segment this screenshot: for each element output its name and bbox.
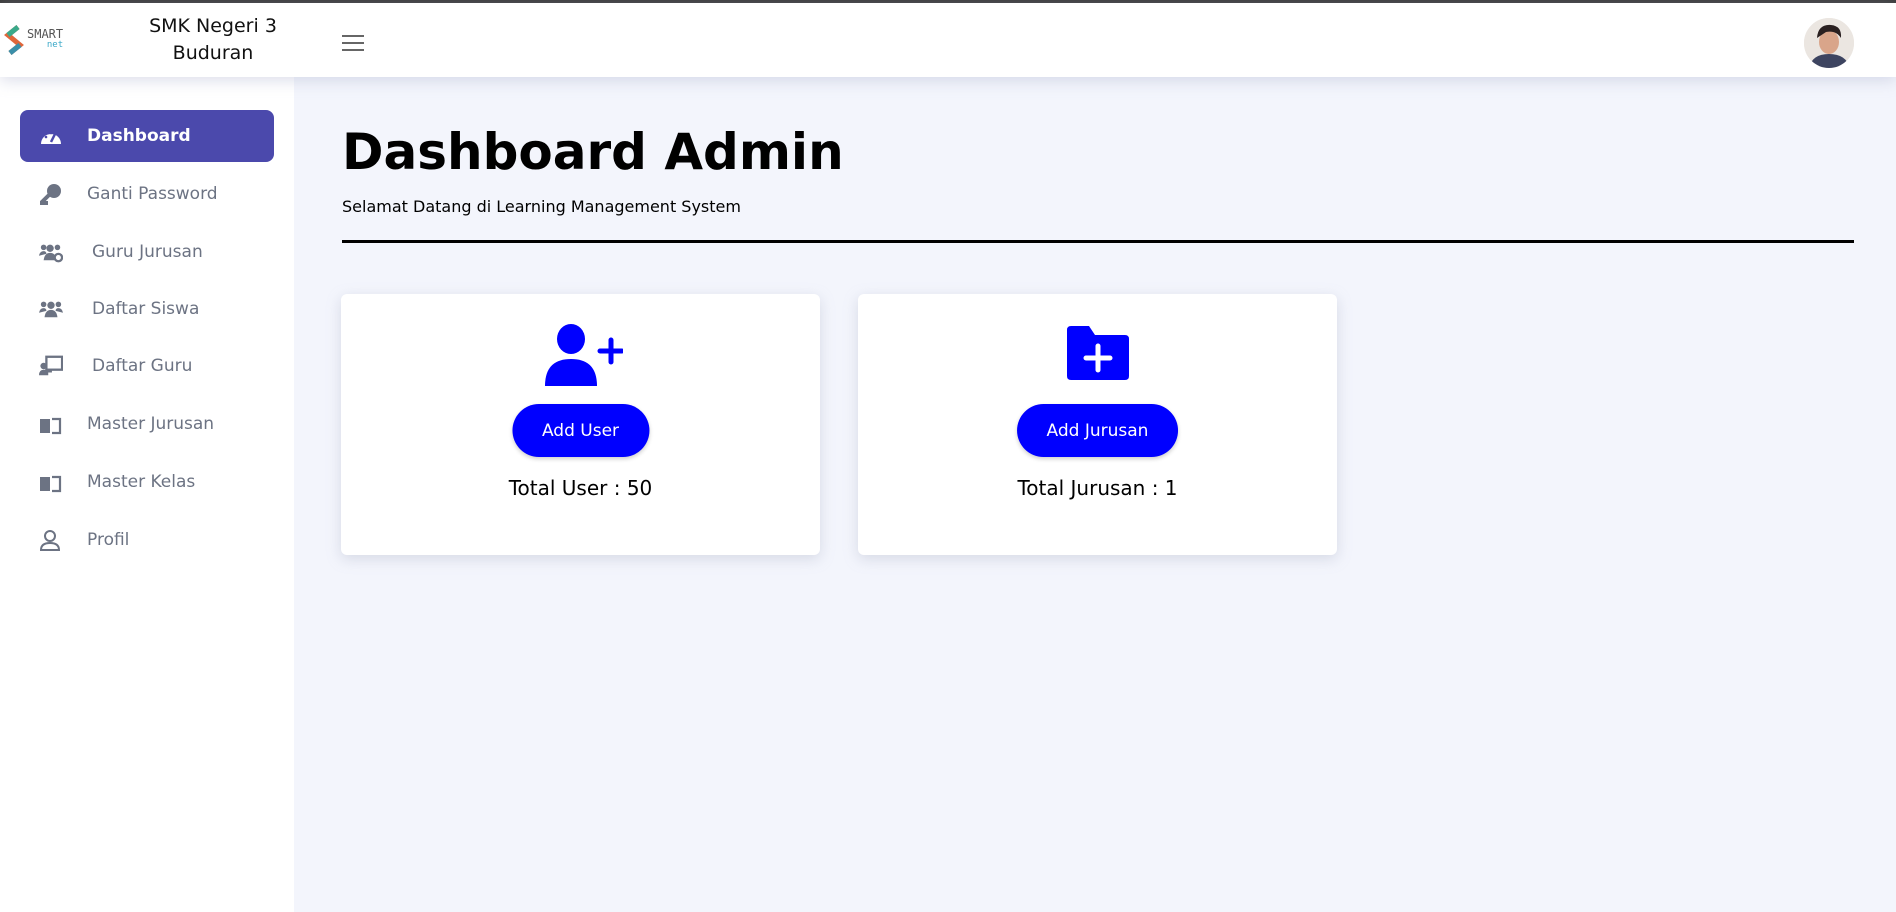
jurusan-card: Add Jurusan Total Jurusan : 1 xyxy=(858,294,1337,555)
avatar[interactable] xyxy=(1804,18,1854,68)
total-user: Total User : 50 xyxy=(508,476,653,500)
sidebar-item-label: Daftar Guru xyxy=(92,356,193,376)
school-name: SMK Negeri 3 Buduran xyxy=(149,15,277,64)
key-icon xyxy=(40,184,61,205)
chalkboard-teacher-icon xyxy=(39,355,63,376)
user-plus-icon xyxy=(544,324,623,386)
users-icon xyxy=(39,301,63,318)
user-card: Add User Total User : 50 xyxy=(341,294,820,555)
page-subtitle: Selamat Datang di Learning Management Sy… xyxy=(342,197,741,216)
divider xyxy=(342,240,1854,243)
user-icon xyxy=(39,530,61,551)
sidebar-item-label: Master Kelas xyxy=(87,472,196,492)
book-icon xyxy=(40,417,62,435)
book-icon xyxy=(40,475,62,493)
sidebar-item-master-jurusan[interactable]: Master Jurusan xyxy=(20,398,274,450)
sidebar: Dashboard Ganti Password Guru Jurusan Da… xyxy=(0,77,294,912)
sidebar-item-label: Profil xyxy=(87,530,130,550)
sidebar-item-label: Daftar Siswa xyxy=(92,299,200,319)
page-title: Dashboard Admin xyxy=(342,123,844,181)
logo[interactable]: SMART net xyxy=(4,25,63,55)
add-user-button[interactable]: Add User xyxy=(511,404,650,457)
header: SMART net SMK Negeri 3 Buduran xyxy=(0,3,1896,77)
sidebar-item-master-kelas[interactable]: Master Kelas xyxy=(20,456,274,508)
users-cog-icon xyxy=(39,244,63,263)
sidebar-item-dashboard[interactable]: Dashboard xyxy=(20,110,274,162)
sidebar-item-label: Master Jurusan xyxy=(87,414,215,434)
sidebar-item-ganti-password[interactable]: Ganti Password xyxy=(20,168,274,220)
hamburger-icon[interactable] xyxy=(342,35,364,53)
sidebar-item-daftar-guru[interactable]: Daftar Guru xyxy=(20,340,274,392)
logo-text: SMART net xyxy=(27,27,64,50)
total-jurusan: Total Jurusan : 1 xyxy=(1017,476,1178,500)
sidebar-item-daftar-siswa[interactable]: Daftar Siswa xyxy=(20,283,274,335)
top-border xyxy=(0,0,1896,3)
sidebar-item-label: Ganti Password xyxy=(87,184,218,204)
sidebar-item-profil[interactable]: Profil xyxy=(20,514,274,566)
add-jurusan-button[interactable]: Add Jurusan xyxy=(1016,404,1179,457)
sidebar-item-guru-jurusan[interactable]: Guru Jurusan xyxy=(20,226,274,278)
smart-logo-icon xyxy=(4,25,24,55)
sidebar-item-label: Dashboard xyxy=(87,126,191,146)
folder-plus-icon xyxy=(1066,326,1129,380)
dashboard-gauge-icon xyxy=(41,131,61,144)
sidebar-item-label: Guru Jurusan xyxy=(92,242,203,262)
